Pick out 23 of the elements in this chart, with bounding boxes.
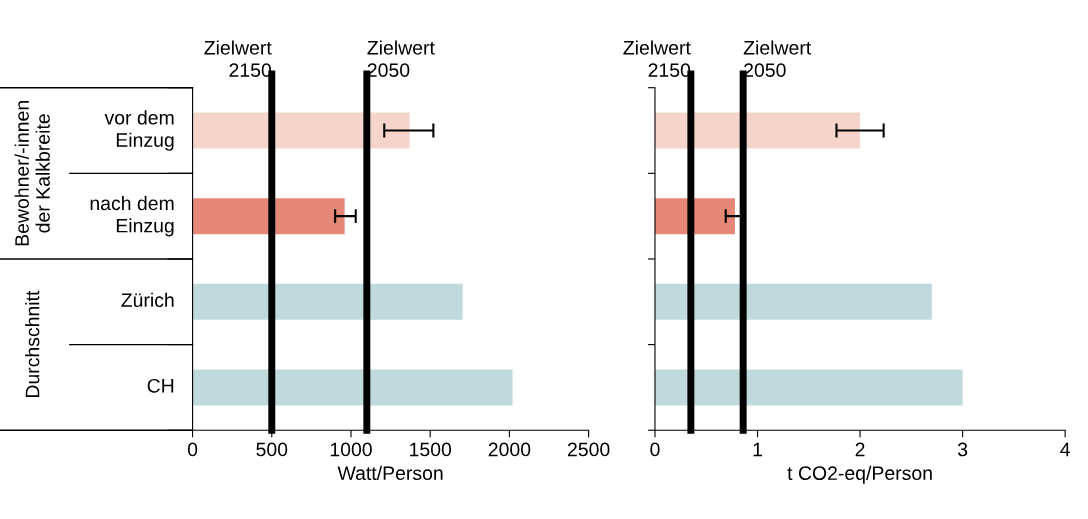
y-tick-label: vor dem Einzug	[104, 110, 174, 151]
x-tick-label: 3	[957, 442, 968, 457]
x-tick-label: 2500	[567, 442, 610, 457]
x-tick-label: 1500	[410, 442, 452, 457]
x-tick-label: 2000	[488, 442, 531, 457]
x-tick-label: 2	[855, 442, 865, 457]
ref-line-label: Zielwert 2150	[204, 40, 272, 78]
x-tick-label: 4	[1060, 442, 1070, 457]
x-tick-label: 1	[753, 442, 762, 457]
y-tick-label: Zürich	[121, 292, 174, 308]
x-axis-title: Watt/Person	[337, 465, 443, 481]
x-tick-label: 1000	[330, 442, 372, 457]
text: Bewohner/-innen der Kalkbreite	[14, 101, 50, 246]
ref-line-label: Zielwert 2050	[743, 40, 812, 78]
text: Durchschnitt	[25, 290, 40, 398]
ref-line-label: Zielwert 2150	[623, 40, 691, 78]
x-axis-title: t CO2-eq/Person	[787, 465, 932, 484]
x-tick-label: 500	[256, 442, 288, 457]
ref-line-label: Zielwert 2050	[367, 40, 435, 78]
x-tick-label: 0	[187, 442, 198, 457]
x-tick-label: 0	[650, 442, 660, 457]
y-tick-label: nach dem Einzug	[90, 195, 174, 237]
y-tick-label: CH	[147, 378, 174, 393]
